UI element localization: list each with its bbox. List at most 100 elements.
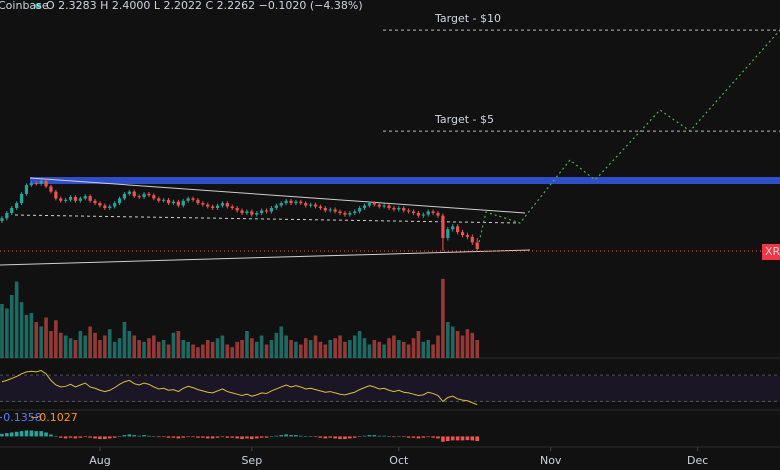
candle-body: [255, 213, 259, 215]
macd-bar: [392, 436, 396, 438]
macd-bar: [333, 436, 337, 439]
volume-bar: [362, 338, 367, 358]
macd-bar: [98, 436, 102, 440]
resistance-band: [30, 177, 780, 184]
volume-bar: [352, 335, 357, 358]
volume-bar: [274, 332, 279, 358]
candle-body: [103, 205, 107, 208]
volume-bar: [54, 320, 58, 358]
candle-body: [240, 210, 244, 214]
macd-bar: [303, 436, 308, 437]
macd-bar: [323, 436, 328, 439]
volume-bar: [201, 344, 205, 358]
volume-bar: [387, 338, 391, 358]
candle-body: [426, 211, 430, 215]
macd-bar: [73, 436, 78, 439]
candle-body: [211, 206, 215, 208]
candle-body: [39, 181, 43, 184]
macd-bar: [328, 436, 333, 438]
macd-bar: [39, 431, 43, 437]
candle-body: [362, 205, 367, 208]
macd-bar: [196, 436, 200, 438]
macd-bar: [68, 436, 73, 438]
candle-body: [416, 213, 421, 216]
volume-bar: [166, 344, 171, 358]
candle-body: [304, 203, 308, 206]
symbol-tag: XRP: [765, 245, 780, 258]
volume-bar: [93, 332, 97, 358]
candle-body: [309, 204, 313, 206]
candle-body: [338, 211, 342, 214]
volume-bar: [73, 340, 78, 358]
candle-body: [19, 193, 24, 204]
macd-bar: [289, 435, 293, 437]
candle-body: [88, 196, 92, 201]
volume-bar: [308, 340, 313, 358]
ohlc-legend: O 2.3283 H 2.4000 L 2.2022 C 2.2262 −0.1…: [46, 0, 363, 12]
candle-body: [24, 185, 29, 194]
macd-bar: [460, 436, 465, 441]
candle-body: [98, 203, 102, 206]
candle-body: [108, 206, 112, 208]
volume-bar: [328, 340, 333, 358]
macd-bar: [397, 436, 401, 437]
macd-bar: [470, 436, 475, 441]
candle-body: [328, 209, 332, 211]
volume-bar: [284, 335, 288, 358]
volume-bar: [107, 329, 112, 358]
volume-bar: [431, 344, 435, 358]
candle-body: [176, 201, 180, 206]
macd-bar: [411, 436, 416, 438]
x-tick-label: Dec: [687, 454, 708, 467]
volume-bar: [475, 340, 480, 358]
candle-body: [441, 215, 445, 239]
candle-body: [196, 199, 200, 204]
volume-bar: [313, 335, 318, 358]
candle-body: [451, 226, 455, 230]
candle-body: [475, 242, 479, 249]
macd-bar: [372, 435, 377, 437]
macd-bar: [450, 436, 455, 441]
macd-bar: [357, 436, 362, 437]
candle-body: [10, 207, 14, 214]
volume-bar: [49, 331, 53, 358]
macd-bar: [240, 436, 244, 440]
volume-bar: [279, 326, 284, 358]
macd-bar: [137, 435, 141, 437]
candle-body: [456, 226, 460, 233]
candle-body: [186, 198, 190, 201]
volume-bar: [34, 322, 39, 358]
trendline: [0, 249, 531, 266]
x-tick-label: Aug: [89, 454, 110, 467]
candle-body: [201, 203, 205, 205]
volume-bar: [450, 326, 455, 358]
volume-bar: [426, 340, 431, 358]
candle-body: [181, 200, 185, 206]
macd-bar: [49, 434, 53, 437]
macd-bar: [5, 433, 9, 437]
macd-bar: [250, 436, 254, 440]
macd-bar: [127, 434, 132, 437]
candle-body: [407, 210, 411, 212]
volume-bar: [240, 340, 244, 358]
volume-bar: [299, 344, 303, 358]
volume-bar: [372, 340, 377, 358]
macd-bar: [465, 436, 470, 441]
macd-bar: [63, 436, 68, 439]
candle-body: [0, 218, 4, 221]
candle-body: [323, 207, 327, 211]
macd-bar: [338, 436, 342, 440]
volume-bar: [176, 331, 181, 358]
macd-bar: [156, 436, 161, 438]
macd-bar: [367, 435, 372, 437]
volume-bar: [156, 341, 161, 358]
candle-body: [162, 199, 166, 201]
volume-bar: [0, 304, 4, 358]
macd-bar: [0, 433, 4, 437]
macd-bar: [161, 436, 166, 438]
macd-bar: [9, 432, 14, 437]
macd-bar: [421, 436, 426, 438]
candle-body: [264, 210, 269, 212]
volume-bar: [39, 326, 43, 358]
x-tick-label: Oct: [389, 454, 409, 467]
